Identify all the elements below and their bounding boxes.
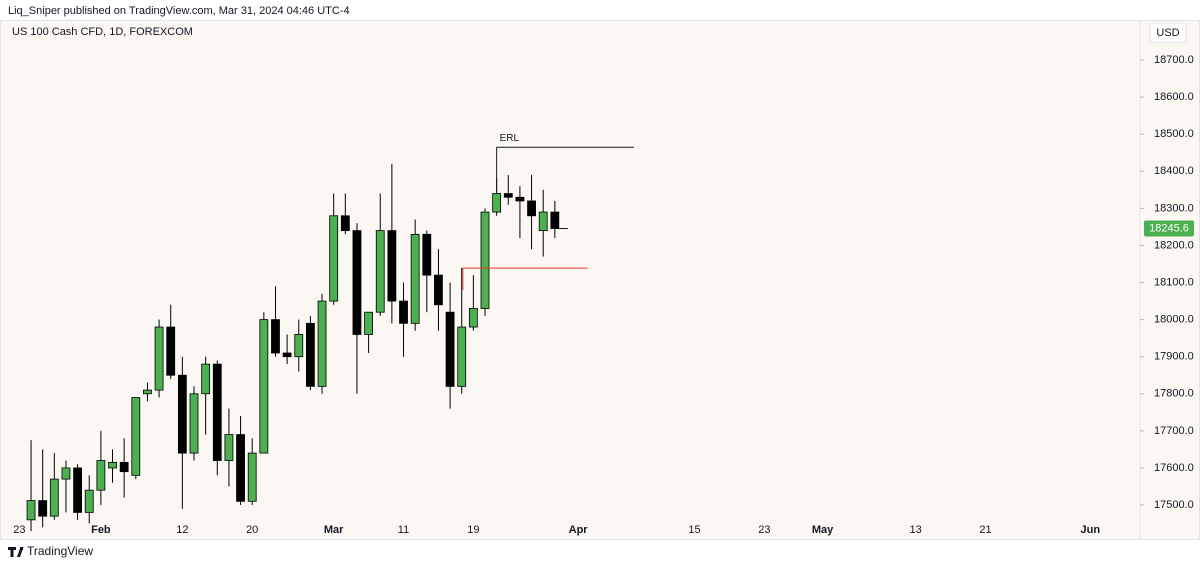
level-label: ERL bbox=[500, 133, 520, 144]
candle-body bbox=[399, 300, 408, 324]
candle-body bbox=[259, 319, 269, 454]
candle-body bbox=[49, 478, 59, 517]
candle-body bbox=[503, 193, 513, 198]
candle-body bbox=[492, 193, 502, 213]
y-tick-label: 17700.0 bbox=[1154, 425, 1194, 437]
candle-body bbox=[119, 461, 129, 473]
candle-body bbox=[282, 352, 292, 358]
candle-body bbox=[317, 300, 327, 387]
candle-body bbox=[364, 311, 374, 335]
candle-body bbox=[375, 230, 385, 313]
candle-body bbox=[340, 215, 350, 232]
candle-body bbox=[422, 233, 432, 276]
candle-body bbox=[527, 200, 536, 217]
candle-body bbox=[550, 211, 560, 229]
candle-body bbox=[457, 326, 467, 387]
y-tick-label: 17500.0 bbox=[1154, 499, 1194, 511]
candle-body bbox=[143, 389, 152, 395]
candle-body bbox=[271, 319, 280, 354]
candle-body bbox=[166, 326, 176, 376]
published-line: Liq_Sniper published on TradingView.com,… bbox=[8, 5, 350, 17]
candle-body bbox=[201, 363, 211, 395]
x-tick-label: 20 bbox=[246, 524, 258, 536]
currency[interactable]: USD bbox=[1156, 27, 1179, 39]
last-price-box bbox=[1144, 220, 1194, 237]
y-tick-label: 17900.0 bbox=[1154, 351, 1194, 363]
candle-body bbox=[73, 467, 82, 513]
candle-body bbox=[305, 322, 315, 387]
candle-body bbox=[236, 434, 245, 502]
candle-body bbox=[468, 308, 478, 328]
candle-body bbox=[352, 230, 362, 335]
x-tick-label: Mar bbox=[324, 524, 344, 536]
candle-body bbox=[189, 393, 199, 454]
x-tick-label: 12 bbox=[176, 524, 188, 536]
y-tick-label: 18400.0 bbox=[1154, 165, 1194, 177]
currency-box[interactable] bbox=[1149, 22, 1187, 43]
candle-body bbox=[131, 397, 141, 476]
x-tick-label: 13 bbox=[910, 524, 922, 536]
candle-body bbox=[61, 467, 71, 480]
candle-body bbox=[329, 215, 339, 302]
y-tick-label: 17800.0 bbox=[1154, 388, 1194, 400]
candle-body bbox=[38, 500, 48, 517]
candle-body bbox=[177, 374, 187, 454]
chart-bg bbox=[0, 20, 1200, 540]
last-price-label: 18245.6 bbox=[1149, 222, 1189, 234]
candle-body bbox=[480, 211, 490, 309]
candle-body bbox=[212, 363, 222, 461]
candle-body bbox=[247, 452, 257, 502]
x-tick-label: 23 bbox=[13, 524, 25, 536]
candle-body bbox=[96, 460, 106, 491]
x-tick-label: 21 bbox=[979, 524, 991, 536]
y-tick-label: 18300.0 bbox=[1154, 202, 1194, 214]
x-tick-label: 23 bbox=[758, 524, 770, 536]
candle-body bbox=[154, 326, 164, 391]
candle-body bbox=[84, 489, 94, 513]
x-tick-label: 19 bbox=[467, 524, 479, 536]
candle-body bbox=[108, 461, 117, 469]
x-tick-label: 15 bbox=[688, 524, 700, 536]
y-tick-label: 17600.0 bbox=[1154, 462, 1194, 474]
x-tick-label: Jun bbox=[1080, 524, 1100, 536]
x-tick-label: Apr bbox=[569, 524, 589, 536]
candle-body bbox=[26, 500, 36, 521]
x-tick-label: May bbox=[812, 524, 834, 536]
brand-logo bbox=[8, 547, 24, 557]
y-tick-label: 18700.0 bbox=[1154, 54, 1194, 66]
candle-body bbox=[224, 434, 234, 461]
chart-title: US 100 Cash CFD, 1D, FOREXCOM bbox=[12, 26, 193, 38]
candle-body bbox=[538, 211, 548, 232]
y-tick-label: 18500.0 bbox=[1154, 128, 1194, 140]
brand: TradingView bbox=[27, 544, 93, 558]
y-tick-label: 18100.0 bbox=[1154, 276, 1194, 288]
candle-body bbox=[434, 274, 443, 306]
candle-body bbox=[410, 233, 420, 324]
candle-body bbox=[445, 311, 455, 387]
x-tick-label: 11 bbox=[398, 524, 409, 536]
y-tick-label: 18200.0 bbox=[1154, 239, 1194, 251]
candle-body bbox=[515, 196, 525, 202]
candle-body bbox=[294, 334, 304, 358]
y-tick-label: 18000.0 bbox=[1154, 314, 1194, 326]
candle-body bbox=[387, 230, 397, 302]
x-tick-label: Feb bbox=[91, 524, 111, 536]
y-tick-label: 18600.0 bbox=[1154, 91, 1194, 103]
